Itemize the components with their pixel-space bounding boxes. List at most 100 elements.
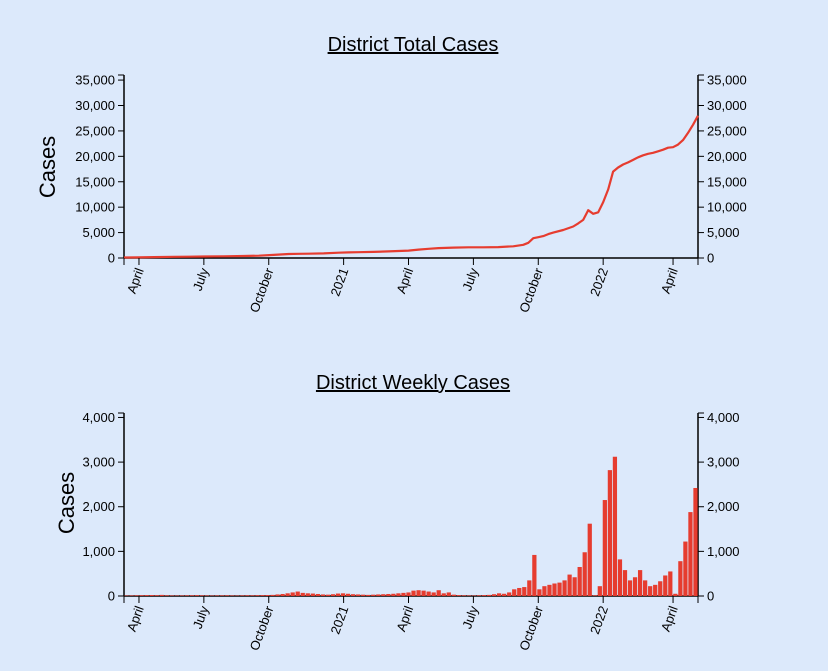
total-cases-ytick-label-right: 25,000 bbox=[707, 123, 747, 138]
weekly-cases-bar bbox=[296, 592, 300, 596]
weekly-cases-bar bbox=[427, 592, 431, 596]
weekly-cases-bar bbox=[245, 595, 249, 596]
total-cases-ytick-label-left: 5,000 bbox=[82, 225, 115, 240]
weekly-cases-bar bbox=[432, 592, 436, 596]
weekly-cases-ytick-label-left: 2,000 bbox=[82, 499, 115, 514]
weekly-cases-bar bbox=[663, 575, 667, 596]
total-cases-ytick-label-right: 15,000 bbox=[707, 174, 747, 189]
weekly-cases-bar bbox=[487, 595, 491, 596]
weekly-cases-xtick-label: April bbox=[393, 604, 416, 634]
total-cases-ytick-label-right: 0 bbox=[707, 251, 714, 266]
weekly-cases-bar bbox=[598, 586, 602, 596]
weekly-cases-bar bbox=[532, 555, 536, 596]
weekly-cases-bar bbox=[286, 593, 290, 596]
weekly-cases-bar bbox=[250, 595, 254, 596]
total-cases-ytick-label-left: 15,000 bbox=[75, 174, 115, 189]
weekly-cases-bar bbox=[542, 586, 546, 596]
weekly-cases-ytick-label-left: 1,000 bbox=[82, 544, 115, 559]
weekly-cases-bar bbox=[165, 595, 169, 596]
weekly-cases-bar bbox=[134, 595, 138, 596]
weekly-cases-bar bbox=[129, 595, 133, 596]
weekly-cases-ytick-label-right: 2,000 bbox=[707, 499, 740, 514]
weekly-cases-bar bbox=[628, 580, 632, 596]
weekly-cases-xtick-label: April bbox=[658, 604, 681, 634]
weekly-cases-bar bbox=[150, 595, 154, 596]
weekly-cases-bar bbox=[260, 595, 264, 596]
total-cases-xtick-label: April bbox=[658, 266, 681, 296]
weekly-cases-bar bbox=[683, 542, 687, 596]
weekly-cases-bar bbox=[371, 595, 375, 596]
weekly-cases-bar bbox=[613, 457, 617, 596]
total-cases-xtick-label: 2022 bbox=[587, 266, 611, 298]
weekly-cases-bar bbox=[306, 593, 310, 596]
weekly-cases-bar bbox=[557, 583, 561, 596]
weekly-cases-bar bbox=[160, 595, 164, 596]
weekly-cases-bar bbox=[230, 595, 234, 596]
weekly-cases-bar bbox=[527, 580, 531, 596]
weekly-cases-bar bbox=[643, 580, 647, 596]
weekly-cases-bar bbox=[517, 588, 521, 596]
total-cases-series-line bbox=[124, 116, 698, 258]
total-cases-xtick-label: July bbox=[190, 265, 212, 292]
weekly-cases-bar bbox=[522, 587, 526, 596]
weekly-cases-bar bbox=[361, 595, 365, 596]
weekly-cases-title: District Weekly Cases bbox=[316, 372, 510, 394]
weekly-cases-bar bbox=[603, 500, 607, 596]
weekly-cases-bar bbox=[366, 595, 370, 596]
total-cases-ytick-label-left: 30,000 bbox=[75, 98, 115, 113]
weekly-cases-bar bbox=[205, 595, 209, 596]
weekly-cases-bar bbox=[145, 595, 149, 596]
weekly-cases-bar bbox=[462, 595, 466, 596]
weekly-cases-bar bbox=[693, 488, 697, 596]
total-cases-xtick-label: October bbox=[516, 265, 546, 314]
weekly-cases-bar bbox=[406, 592, 410, 596]
weekly-cases-bar bbox=[588, 524, 592, 596]
weekly-cases-bar bbox=[180, 595, 184, 596]
weekly-cases-bar bbox=[578, 567, 582, 596]
weekly-cases-bar bbox=[457, 595, 461, 596]
total-cases-ytick-label-left: 0 bbox=[108, 251, 115, 266]
weekly-cases-bar bbox=[447, 592, 451, 596]
weekly-cases-bar bbox=[301, 593, 305, 596]
weekly-cases-bar bbox=[140, 595, 144, 596]
total-cases-ytick-label-left: 10,000 bbox=[75, 200, 115, 215]
total-cases-ytick-label-right: 20,000 bbox=[707, 149, 747, 164]
weekly-cases-bar bbox=[255, 595, 259, 596]
weekly-cases-bar bbox=[265, 595, 269, 596]
weekly-cases-bar bbox=[195, 595, 199, 596]
weekly-cases-xtick-label: October bbox=[516, 603, 546, 652]
total-cases-ytick-label-right: 10,000 bbox=[707, 200, 747, 215]
weekly-cases-bar bbox=[492, 594, 496, 596]
weekly-cases-bar bbox=[170, 595, 174, 596]
weekly-cases-bar bbox=[437, 590, 441, 596]
weekly-cases-bar bbox=[421, 591, 425, 596]
total-cases-title: District Total Cases bbox=[328, 34, 499, 56]
weekly-cases-bar bbox=[623, 570, 627, 596]
weekly-cases-ytick-label-left: 4,000 bbox=[82, 410, 115, 425]
weekly-cases-bar bbox=[356, 594, 360, 596]
weekly-cases-bar bbox=[200, 595, 204, 596]
total-cases-ytick-label-left: 35,000 bbox=[75, 73, 115, 88]
weekly-cases-bar bbox=[567, 575, 571, 596]
weekly-cases-bar bbox=[507, 592, 511, 596]
weekly-cases-bar bbox=[225, 595, 229, 596]
weekly-cases-bar bbox=[547, 585, 551, 596]
total-cases-xtick-label: 2021 bbox=[327, 266, 351, 298]
weekly-cases-bar bbox=[220, 595, 224, 596]
weekly-cases-bar bbox=[331, 594, 335, 596]
weekly-cases-bar bbox=[477, 595, 481, 596]
weekly-cases-bar bbox=[416, 590, 420, 596]
weekly-cases-bar bbox=[376, 594, 380, 596]
weekly-cases-bar bbox=[311, 594, 315, 596]
weekly-cases-bar bbox=[391, 594, 395, 596]
weekly-cases-bar bbox=[653, 585, 657, 596]
weekly-cases-bar bbox=[502, 594, 506, 596]
weekly-cases-ytick-label-left: 3,000 bbox=[82, 455, 115, 470]
weekly-cases-bar bbox=[442, 593, 446, 596]
weekly-cases-bar bbox=[573, 577, 577, 596]
weekly-cases-bar bbox=[658, 581, 662, 596]
total-cases-xtick-label: April bbox=[124, 266, 147, 296]
